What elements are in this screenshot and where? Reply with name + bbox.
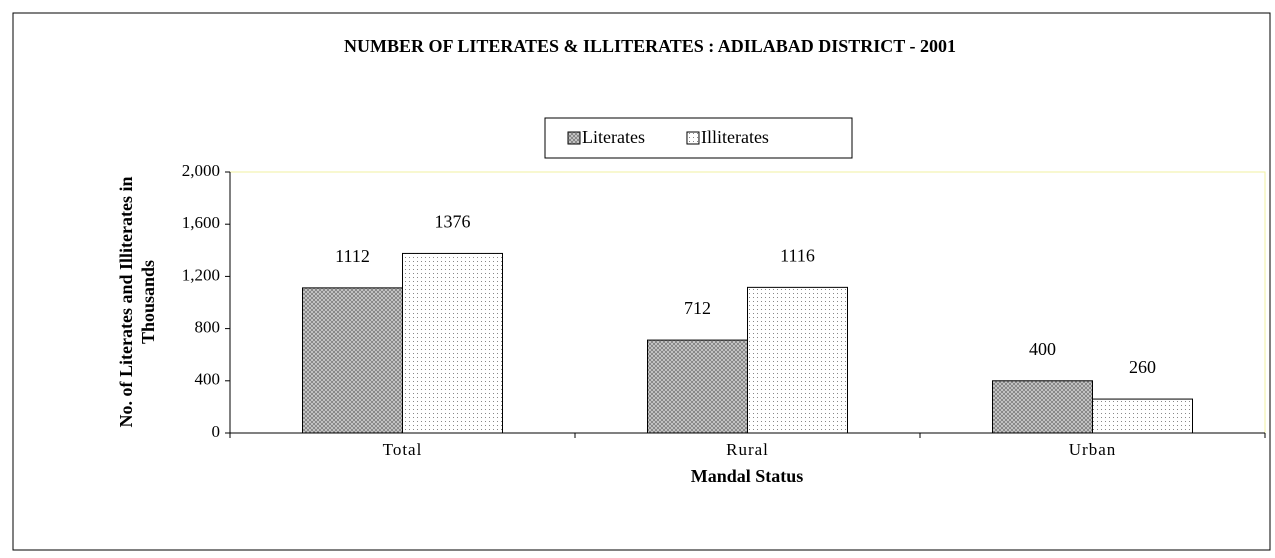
y-tick-label: 800 [195, 318, 221, 337]
y-axis-label: No. of Literates and Illiterates in [116, 177, 136, 428]
legend-swatch [567, 131, 581, 145]
y-tick-label: 2,000 [182, 161, 220, 180]
x-axis-label: Mandal Status [691, 466, 804, 486]
legend-label: Illiterates [701, 127, 769, 147]
chart-border [12, 12, 1271, 551]
data-label: 1116 [780, 245, 815, 265]
data-label: 1112 [335, 246, 370, 266]
x-tick-label: Urban [1069, 440, 1116, 459]
x-tick-label: Total [383, 440, 423, 459]
chart-title: NUMBER OF LITERATES & ILLITERATES : ADIL… [344, 36, 956, 56]
legend-label: Literates [582, 127, 645, 147]
y-tick-label: 0 [212, 422, 221, 441]
bar [1092, 398, 1193, 434]
data-label: 260 [1129, 357, 1156, 377]
y-tick-label: 1,600 [182, 213, 220, 232]
data-label: 1376 [435, 212, 471, 232]
data-label: 712 [684, 298, 711, 318]
bar [992, 380, 1093, 434]
y-tick-label: 1,200 [182, 265, 220, 284]
bar [402, 252, 503, 434]
bar [747, 286, 848, 434]
bar [647, 339, 748, 434]
bar [302, 287, 403, 434]
x-tick-label: Rural [726, 440, 769, 459]
y-tick-label: 400 [195, 370, 221, 389]
data-label: 400 [1029, 339, 1056, 359]
legend-swatch [686, 131, 700, 145]
y-axis-label: Thousands [138, 260, 158, 344]
